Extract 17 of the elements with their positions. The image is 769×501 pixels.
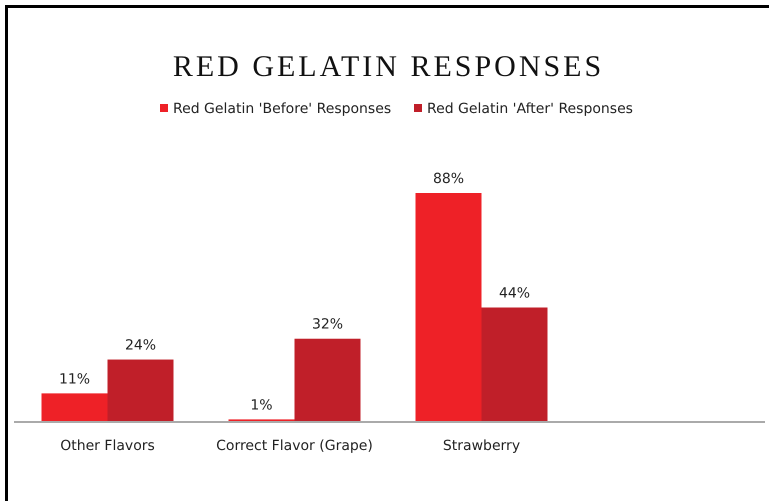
x-tick-label: Strawberry [442, 438, 520, 454]
chart-title: RED GELATIN RESPONSES [172, 50, 604, 83]
x-tick-label: Correct Flavor (Grape) [216, 438, 373, 454]
x-tick-label: Other Flavors [60, 438, 155, 454]
bar [416, 193, 482, 422]
data-label: 88% [432, 171, 464, 187]
bar [294, 338, 360, 422]
bar [108, 360, 174, 422]
legend-label: Red Gelatin 'Before' Responses [173, 101, 392, 117]
data-label: 11% [58, 371, 90, 388]
data-label: 1% [250, 397, 273, 414]
legend-label: Red Gelatin 'After' Responses [427, 101, 633, 117]
data-label: 44% [498, 286, 530, 302]
bar [42, 393, 108, 422]
bar [482, 308, 548, 422]
data-label: 24% [124, 338, 156, 354]
data-label: 32% [312, 316, 344, 333]
